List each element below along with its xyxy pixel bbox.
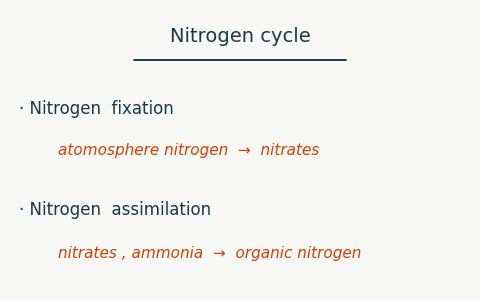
Text: atomosphere nitrogen  →  nitrates: atomosphere nitrogen → nitrates (58, 142, 319, 158)
Text: · Nitrogen  fixation: · Nitrogen fixation (19, 100, 174, 118)
Text: · Nitrogen  assimilation: · Nitrogen assimilation (19, 201, 211, 219)
Text: nitrates , ammonia  →  organic nitrogen: nitrates , ammonia → organic nitrogen (58, 246, 361, 261)
Text: Nitrogen cycle: Nitrogen cycle (169, 26, 311, 46)
